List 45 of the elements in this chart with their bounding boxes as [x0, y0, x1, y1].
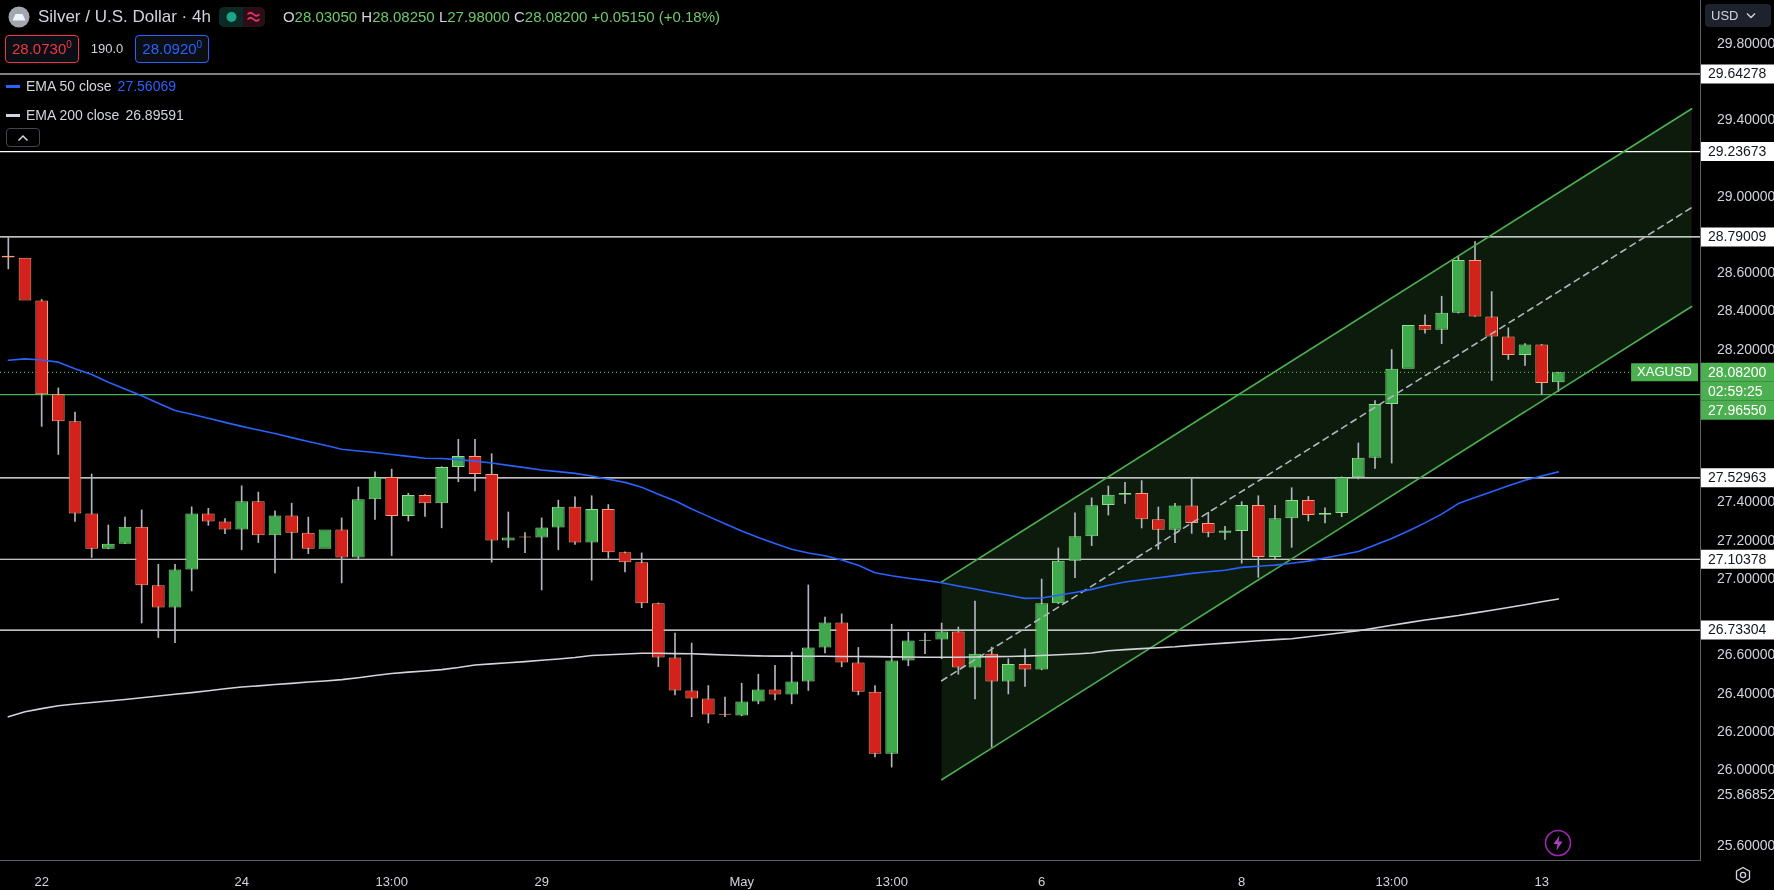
ref-line-label: 29.23673	[1708, 142, 1767, 159]
y-tick-label: 28.40000	[1717, 302, 1774, 319]
x-tick-label: 13:00	[1375, 874, 1408, 890]
annotation: 26.89591	[125, 107, 184, 123]
x-tick-label: 24	[234, 874, 249, 890]
x-tick-label: 6	[1038, 874, 1046, 890]
annotation: 28.0920$^{0}$	[135, 35, 210, 63]
y-tick-label: 26.20000	[1717, 722, 1774, 739]
ref-line-label: 27.52963	[1708, 469, 1767, 486]
annotation: 190.0	[90, 41, 124, 57]
x-tick-label: 13	[1534, 874, 1549, 890]
ref-line-label: 29.64278	[1708, 65, 1767, 82]
text: 02:59:25	[1708, 382, 1763, 399]
y-tick-label: 25.86852	[1717, 786, 1774, 803]
y-tick-label: 26.00000	[1717, 761, 1774, 778]
x-tick-label: 8	[1238, 874, 1246, 890]
x-tick-label: 13:00	[375, 874, 408, 890]
y-tick-label: 25.60000	[1717, 837, 1774, 854]
x-tick-label: May	[729, 874, 755, 890]
x-tick-label: 29	[534, 874, 549, 890]
ref-line-label: 27.96550	[1708, 401, 1767, 418]
legend-label: EMA 50 close	[26, 78, 112, 94]
x-tick-label: 22	[34, 874, 49, 890]
ref-line-label: 28.79009	[1708, 228, 1767, 245]
annotation: XAGUSD	[1637, 364, 1693, 380]
y-tick-label: 28.60000	[1717, 264, 1774, 281]
y-tick-label: 26.40000	[1717, 684, 1774, 701]
y-tick-label: 27.20000	[1717, 531, 1774, 548]
ref-line-label: 27.10378	[1708, 550, 1767, 567]
y-tick-label: 27.40000	[1717, 493, 1774, 510]
y-axis-title: USD	[1711, 8, 1739, 23]
y-tick-label: 29.80000	[1717, 34, 1774, 51]
x-tick-label: 13:00	[875, 874, 908, 890]
annotation: 28.0730$^{0}$	[5, 35, 79, 63]
legend-label: EMA 200 close	[26, 107, 120, 123]
chart-title: Silver / U.S. Dollar · 4h	[38, 7, 211, 27]
y-tick-label: 26.60000	[1717, 646, 1774, 663]
y-tick-label: 29.40000	[1717, 111, 1774, 128]
annotation: 27.56069	[117, 78, 177, 94]
annotation: O28.03050 H28.08250 L27.98000 C28.08200 +0.05150 (+0.18%)	[282, 8, 720, 25]
ref-line-label: 28.08200	[1708, 363, 1767, 380]
y-tick-label: 29.00000	[1717, 187, 1774, 204]
y-tick-label: 28.20000	[1717, 340, 1774, 357]
y-tick-label: 27.00000	[1717, 569, 1774, 586]
ref-line-label: 26.73304	[1708, 621, 1767, 638]
